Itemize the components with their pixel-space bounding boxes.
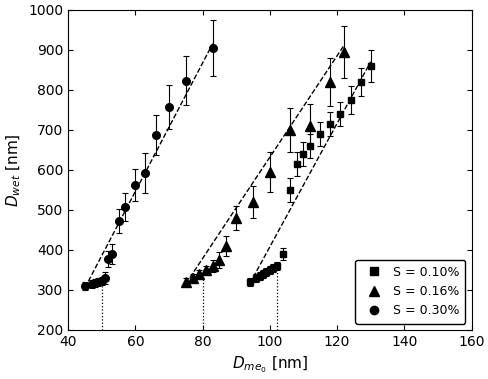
X-axis label: $D_{me_0}$ [nm]: $D_{me_0}$ [nm] [231,354,307,375]
Y-axis label: $D_{wet}$ [nm]: $D_{wet}$ [nm] [4,133,22,207]
Legend: S = 0.10%, S = 0.16%, S = 0.30%: S = 0.10%, S = 0.16%, S = 0.30% [354,260,465,324]
